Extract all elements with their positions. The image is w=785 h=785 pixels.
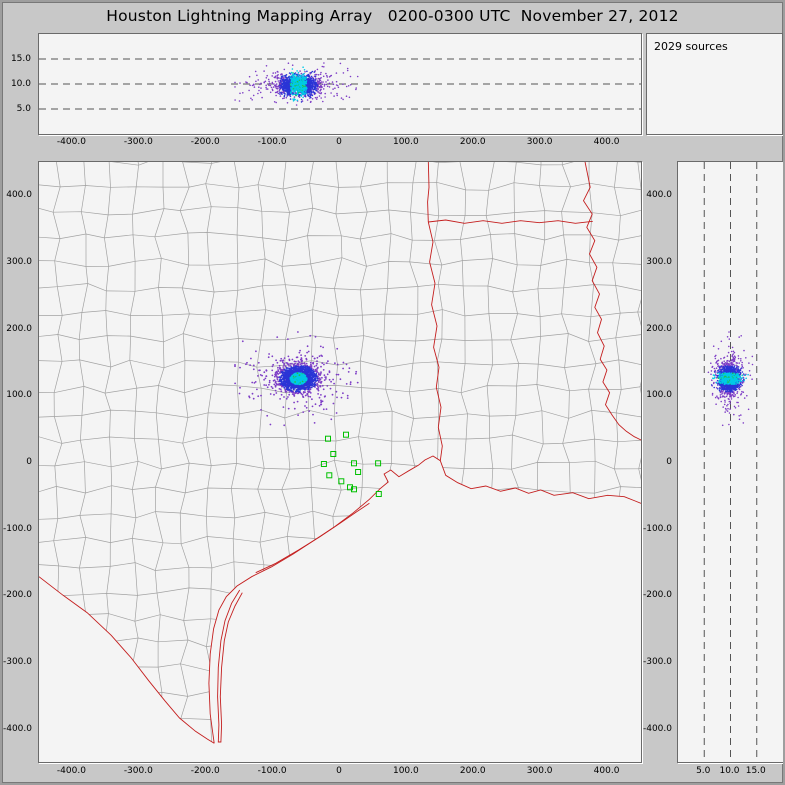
altitude-tick-label: 5.0 <box>16 104 31 114</box>
altitude-tick-label: 15.0 <box>10 54 31 64</box>
x-axis-tick-label: -400.0 <box>56 137 86 147</box>
altitude-tick-label: 15.0 <box>745 766 766 776</box>
lma-stations-layer <box>320 431 382 497</box>
y-axis-tick-label: -100.0 <box>2 523 32 534</box>
state-borders-coastline-layer <box>39 162 641 744</box>
x-axis-tick-label: -100.0 <box>257 766 287 776</box>
x-axis-tick-label: -200.0 <box>190 137 220 147</box>
x-axis-tick-label: 400.0 <box>593 766 620 776</box>
x-axis-tick-label: -400.0 <box>56 766 86 776</box>
ns-altitude-plot <box>703 162 758 762</box>
y-axis-tick-label: 100.0 <box>6 390 32 401</box>
plan-view-map-panel <box>38 161 642 763</box>
y-axis-tick-label: 200.0 <box>646 323 672 334</box>
x-axis-tick-label: -200.0 <box>190 766 220 776</box>
altitude-tick-label: 10.0 <box>719 766 740 776</box>
y-axis-tick-label: -100.0 <box>642 523 672 534</box>
altitude-tick-label: 5.0 <box>696 766 711 776</box>
x-axis-tick-label: 300.0 <box>526 137 553 147</box>
top-alt-axis-labels: 5.0 10.0 15.0 <box>2 33 34 135</box>
right-y-axis-labels: 400.0 300.0 200.0 100.0 0 -100.0 -200.0 -300.0 -… <box>642 161 674 763</box>
y-axis-tick-label: -200.0 <box>2 590 32 601</box>
y-axis-tick-label: 0 <box>26 457 32 467</box>
ew-altitude-plot <box>39 58 641 110</box>
map-x-axis-labels: -400.0 -300.0 -200.0 -100.0 0 100.0 200.0 300.0… <box>38 766 642 780</box>
y-axis-tick-label: 0 <box>666 457 672 467</box>
x-axis-tick-label: 0 <box>336 137 342 147</box>
y-axis-tick-label: -300.0 <box>2 657 32 667</box>
x-axis-tick-label: 300.0 <box>526 766 553 776</box>
x-axis-tick-label: 0 <box>336 766 342 776</box>
y-axis-tick-label: -200.0 <box>642 590 672 601</box>
sources-panel: 2029 sources <box>646 33 783 135</box>
x-axis-tick-label: 200.0 <box>459 137 486 147</box>
page-title: Houston Lightning Mapping Array 0200-030… <box>106 7 679 25</box>
x-axis-tick-label: -100.0 <box>257 137 287 147</box>
x-axis-tick-label: 100.0 <box>392 137 419 147</box>
y-axis-tick-label: -400.0 <box>2 723 32 734</box>
sources-count-label: 2029 sources <box>654 40 728 53</box>
ns-altitude-panel <box>677 161 783 763</box>
x-axis-tick-label: -300.0 <box>123 137 153 147</box>
y-axis-tick-label: -400.0 <box>642 723 672 734</box>
y-axis-tick-label: 300.0 <box>6 257 32 267</box>
lightning-points-layer <box>707 331 754 427</box>
altitude-tick-label: 10.0 <box>10 79 31 89</box>
lightning-points-layer <box>234 331 359 427</box>
y-axis-tick-label: 400.0 <box>646 190 672 201</box>
top-x-axis-labels: -400.0 -300.0 -200.0 -100.0 0 100.0 200.0 300.0… <box>38 137 642 151</box>
y-axis-tick-label: -300.0 <box>642 657 672 667</box>
x-axis-tick-label: 100.0 <box>392 766 419 776</box>
plan-view-map-plot <box>39 162 641 744</box>
county-mesh-layer <box>39 162 641 744</box>
y-axis-tick-label: 100.0 <box>646 390 672 401</box>
y-axis-tick-label: 400.0 <box>6 190 32 201</box>
lightning-points-layer <box>234 62 359 106</box>
x-axis-tick-label: 400.0 <box>593 137 620 147</box>
y-axis-tick-label: 200.0 <box>6 323 32 334</box>
altitude-gridlines <box>703 162 758 762</box>
alt-x-axis-labels: 5.0 10.0 15.0 <box>677 766 783 780</box>
x-axis-tick-label: 200.0 <box>459 766 486 776</box>
x-axis-tick-label: -300.0 <box>123 766 153 776</box>
y-axis-tick-label: 300.0 <box>646 257 672 267</box>
altitude-gridlines <box>39 58 641 110</box>
map-y-axis-labels: 400.0 300.0 200.0 100.0 0 -100.0 -200.0 -300.0 -… <box>2 161 34 763</box>
ew-altitude-panel <box>38 33 642 135</box>
